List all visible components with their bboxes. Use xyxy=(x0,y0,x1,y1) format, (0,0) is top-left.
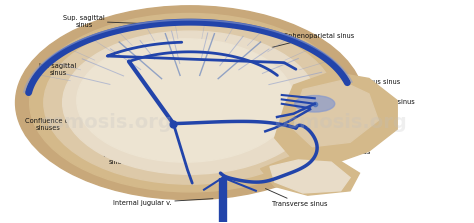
Ellipse shape xyxy=(44,21,336,184)
Ellipse shape xyxy=(63,31,317,174)
Text: Occipital
sinus: Occipital sinus xyxy=(102,152,185,165)
Text: Sup. petrosal sinus: Sup. petrosal sinus xyxy=(280,114,355,120)
Text: Intercavernous sinus: Intercavernous sinus xyxy=(301,79,401,90)
Text: Sphenoparietal sinus: Sphenoparietal sinus xyxy=(256,33,355,51)
Text: Cavernous sinus: Cavernous sinus xyxy=(332,99,414,105)
Text: Sigmoid sinus: Sigmoid sinus xyxy=(308,149,371,157)
Ellipse shape xyxy=(295,95,335,112)
Text: osmosis.org: osmosis.org xyxy=(39,113,172,132)
Polygon shape xyxy=(270,160,350,193)
Text: Straight sinus: Straight sinus xyxy=(70,103,190,109)
Ellipse shape xyxy=(16,6,364,200)
Text: Confluence of
sinuses: Confluence of sinuses xyxy=(26,118,166,131)
Polygon shape xyxy=(261,156,359,195)
Ellipse shape xyxy=(77,39,293,162)
Polygon shape xyxy=(293,81,378,147)
Ellipse shape xyxy=(30,14,350,192)
Text: Inf. petrosal sinus: Inf. petrosal sinus xyxy=(287,129,350,135)
Text: Internal jugular v.: Internal jugular v. xyxy=(113,199,213,206)
Polygon shape xyxy=(275,72,397,164)
Text: Transverse sinus: Transverse sinus xyxy=(265,189,328,207)
Text: osmosis.org: osmosis.org xyxy=(274,113,407,132)
Text: Inf. sagittal
sinus: Inf. sagittal sinus xyxy=(39,63,164,76)
Text: Sup. sagittal
sinus: Sup. sagittal sinus xyxy=(63,15,166,28)
